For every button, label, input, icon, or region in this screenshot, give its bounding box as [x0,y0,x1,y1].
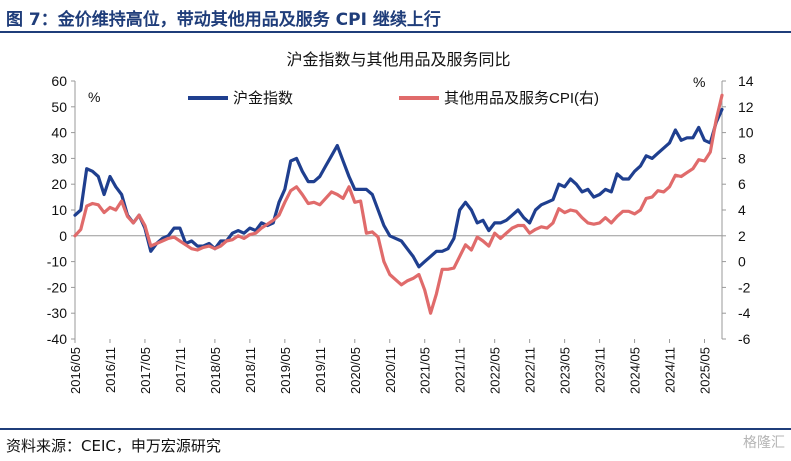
left-tick-label: 10 [51,202,67,218]
footer-rule [0,428,791,430]
right-tick-label: 0 [738,254,746,270]
x-tick-label: 2020/11 [383,347,398,393]
right-tick-label: 14 [738,73,754,89]
x-tick-label: 2023/05 [558,347,573,394]
x-tick-label: 2018/05 [208,347,223,394]
x-tick-label: 2022/05 [488,347,503,394]
header-rule [0,31,791,33]
left-tick-label: 50 [51,99,67,115]
x-tick-label: 2021/11 [453,347,468,393]
right-unit-label: % [693,74,705,90]
x-tick-label: 2019/05 [278,347,293,394]
right-tick-label: 10 [738,125,754,141]
right-tick-label: 2 [738,228,746,244]
left-tick-label: -40 [47,331,67,347]
x-tick-label: 2016/05 [68,347,83,394]
right-tick-label: -6 [738,331,751,347]
right-tick-label: 6 [738,176,746,192]
right-tick-label: -4 [738,305,751,321]
x-tick-label: 2024/05 [628,347,643,394]
figure-title: 图 7：金价维持高位，带动其他用品及服务 CPI 继续上行 [6,10,441,30]
x-tick-label: 2019/11 [313,347,328,393]
x-tick-label: 2024/11 [663,347,678,393]
legend-label-other-cpi: 其他用品及服务CPI(右) [444,90,599,107]
left-tick-label: 60 [51,73,67,89]
x-tick-label: 2022/11 [523,347,538,393]
left-tick-label: -10 [47,254,67,270]
series-line-other-cpi [73,93,724,315]
right-tick-label: 8 [738,150,746,166]
x-tick-label: 2018/11 [243,347,258,393]
x-tick-label: 2020/05 [348,347,363,394]
x-tick-label: 2017/05 [138,347,153,394]
left-tick-label: -20 [47,279,67,295]
left-tick-label: 20 [51,176,67,192]
x-tick-label: 2023/11 [593,347,608,393]
left-tick-label: -30 [47,305,67,321]
series-line-gold-index [73,107,724,269]
right-tick-label: -2 [738,279,751,295]
left-tick-label: 30 [51,150,67,166]
x-tick-label: 2021/05 [418,347,433,394]
legend-label-gold-index: 沪金指数 [233,90,293,107]
right-tick-label: 4 [738,202,746,218]
x-tick-label: 2016/11 [103,347,118,393]
x-tick-label: 2017/11 [173,347,188,393]
chart: 沪金指数与其他用品及服务同比-40-30-20-100102030405060-… [47,51,754,394]
figure-header: 图 7：金价维持高位，带动其他用品及服务 CPI 继续上行 [0,0,791,34]
x-tick-label: 2025/05 [698,347,713,394]
right-tick-label: 12 [738,99,754,115]
chart-title: 沪金指数与其他用品及服务同比 [286,51,510,69]
watermark: 格隆汇 [743,435,785,451]
source-note: 资料来源：CEIC，申万宏源研究 [6,437,221,455]
left-tick-label: 0 [59,228,67,244]
left-unit-label: % [88,89,100,105]
left-tick-label: 40 [51,125,67,141]
